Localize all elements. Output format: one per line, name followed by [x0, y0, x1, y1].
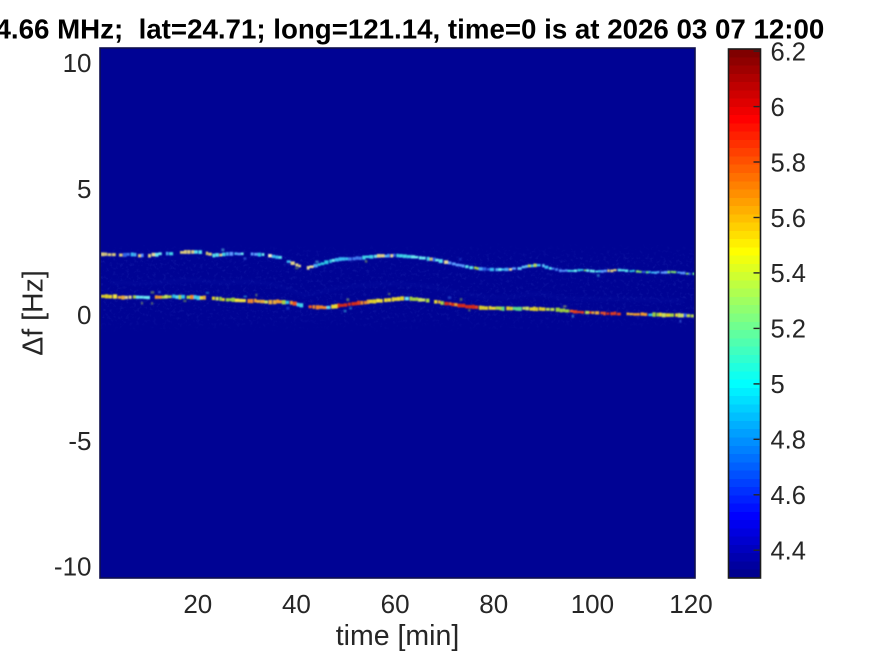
- svg-text:4.4: 4.4: [771, 538, 806, 566]
- svg-text:-10: -10: [54, 552, 92, 582]
- svg-text:6: 6: [771, 94, 785, 122]
- svg-text:5.6: 5.6: [771, 205, 806, 233]
- svg-text:0: 0: [77, 300, 91, 330]
- svg-text:5.2: 5.2: [771, 316, 806, 344]
- svg-text:40: 40: [282, 589, 311, 619]
- svg-text:10: 10: [63, 48, 92, 78]
- svg-text:-5: -5: [68, 426, 91, 456]
- svg-text:6.2: 6.2: [771, 38, 806, 66]
- svg-text:5: 5: [771, 371, 785, 399]
- svg-text:Δf [Hz]: Δf [Hz]: [18, 270, 50, 356]
- svg-text:4.6: 4.6: [771, 482, 806, 510]
- svg-text:100: 100: [571, 589, 614, 619]
- svg-text:120: 120: [669, 589, 712, 619]
- svg-text:4.8: 4.8: [771, 427, 806, 455]
- svg-text:60: 60: [381, 589, 410, 619]
- svg-text:5.4: 5.4: [771, 260, 806, 288]
- svg-text:5.8: 5.8: [771, 149, 806, 177]
- svg-text:80: 80: [479, 589, 508, 619]
- svg-text:20: 20: [183, 589, 212, 619]
- svg-text:time [min]: time [min]: [336, 620, 460, 652]
- svg-text:4.66 MHz; lat=24.71; long=121: 4.66 MHz; lat=24.71; long=121.14, time=0…: [0, 14, 824, 45]
- svg-text:5: 5: [77, 174, 91, 204]
